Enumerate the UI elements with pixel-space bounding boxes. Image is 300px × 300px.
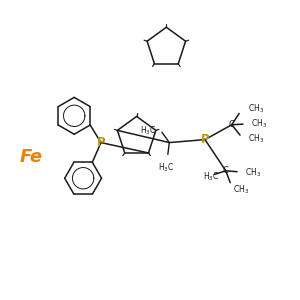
Text: Fe: Fe: [20, 148, 43, 166]
Text: C: C: [229, 120, 235, 129]
Text: CH$_3$: CH$_3$: [245, 166, 261, 178]
Text: CH$_3$: CH$_3$: [251, 118, 267, 130]
Text: CH$_3$: CH$_3$: [233, 184, 249, 197]
Text: P: P: [97, 136, 105, 149]
Text: H$_3$C: H$_3$C: [158, 162, 175, 174]
Text: C: C: [223, 166, 229, 175]
Text: H$_3$C: H$_3$C: [140, 124, 156, 137]
Text: P: P: [201, 133, 209, 146]
Text: CH$_3$: CH$_3$: [248, 102, 264, 115]
Text: H$_3$C: H$_3$C: [203, 170, 220, 183]
Text: CH$_3$: CH$_3$: [248, 133, 264, 145]
